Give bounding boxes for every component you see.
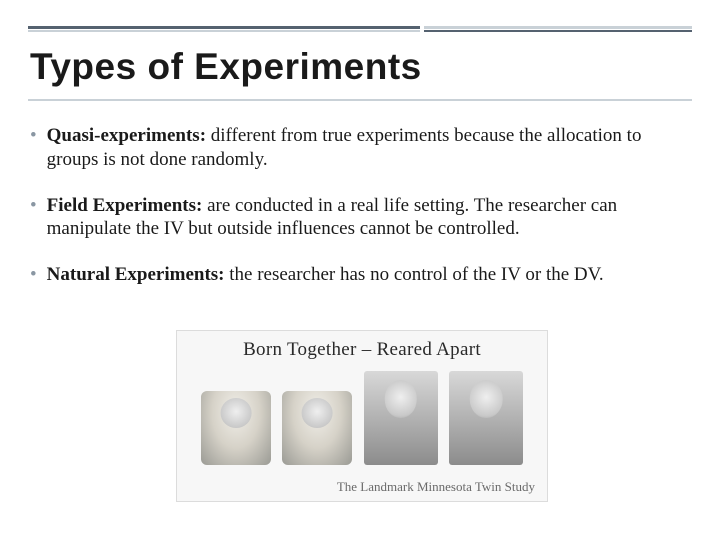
bullet-list: • Quasi-experiments: different from true… [30, 124, 690, 309]
slide-top-rule [28, 26, 692, 32]
list-item-text: Quasi-experiments: different from true e… [47, 124, 690, 172]
list-item-term: Field Experiments: [47, 195, 203, 216]
bullet-marker-icon: • [30, 124, 37, 172]
rule-seg-dark-2 [424, 30, 692, 32]
rule-seg-light [424, 26, 692, 29]
portrait-teen-1 [364, 371, 438, 465]
embedded-image: Born Together – Reared Apart The Landmar… [176, 330, 548, 502]
list-item-text: Natural Experiments: the researcher has … [47, 263, 690, 287]
image-heading-a: Born Together [243, 339, 357, 360]
image-heading: Born Together – Reared Apart [177, 339, 547, 361]
list-item: • Field Experiments: are conducted in a … [30, 194, 690, 242]
list-item-text: Field Experiments: are conducted in a re… [47, 194, 690, 242]
list-item-term: Natural Experiments: [47, 264, 225, 285]
slide-title: Types of Experiments [30, 46, 422, 88]
image-heading-b: Reared Apart [377, 339, 481, 360]
list-item: • Quasi-experiments: different from true… [30, 124, 690, 172]
image-heading-sep: – [362, 339, 372, 360]
image-caption: The Landmark Minnesota Twin Study [337, 479, 535, 495]
list-item-desc: the researcher has no control of the IV … [225, 264, 604, 285]
bullet-marker-icon: • [30, 194, 37, 242]
portrait-baby-1 [201, 391, 271, 465]
bullet-marker-icon: • [30, 263, 37, 287]
list-item-term: Quasi-experiments: [47, 125, 206, 146]
rule-seg-dark [28, 26, 420, 29]
rule-seg-light-2 [28, 30, 420, 32]
portrait-row [201, 371, 523, 465]
list-item: • Natural Experiments: the researcher ha… [30, 263, 690, 287]
portrait-teen-2 [449, 371, 523, 465]
portrait-baby-2 [282, 391, 352, 465]
title-underline [28, 99, 692, 101]
